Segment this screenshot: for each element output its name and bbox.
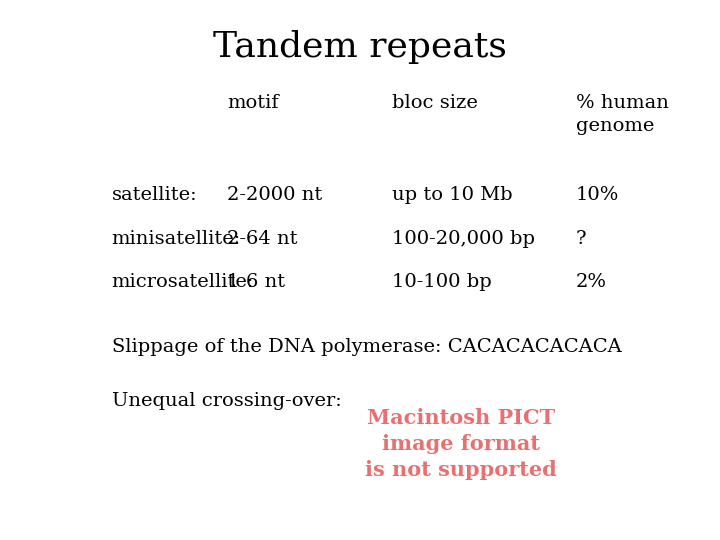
Text: satellite:: satellite:: [112, 186, 197, 204]
Text: 1-6 nt: 1-6 nt: [227, 273, 285, 291]
Text: 10%: 10%: [576, 186, 619, 204]
Text: Tandem repeats: Tandem repeats: [213, 30, 507, 64]
Text: 2-64 nt: 2-64 nt: [227, 230, 297, 247]
Text: bloc size: bloc size: [392, 94, 478, 112]
Text: Unequal crossing-over:: Unequal crossing-over:: [112, 392, 341, 409]
Text: 100-20,000 bp: 100-20,000 bp: [392, 230, 536, 247]
Text: Slippage of the DNA polymerase: CACACACACACA: Slippage of the DNA polymerase: CACACACA…: [112, 338, 621, 355]
Text: minisatellite:: minisatellite:: [112, 230, 241, 247]
Text: up to 10 Mb: up to 10 Mb: [392, 186, 513, 204]
Text: Macintosh PICT
image format
is not supported: Macintosh PICT image format is not suppo…: [365, 408, 557, 481]
Text: motif: motif: [227, 94, 279, 112]
Text: ?: ?: [576, 230, 587, 247]
Text: % human
genome: % human genome: [576, 94, 669, 134]
Text: 10-100 bp: 10-100 bp: [392, 273, 492, 291]
Text: microsatellite:: microsatellite:: [112, 273, 254, 291]
Text: 2-2000 nt: 2-2000 nt: [227, 186, 322, 204]
Text: 2%: 2%: [576, 273, 607, 291]
